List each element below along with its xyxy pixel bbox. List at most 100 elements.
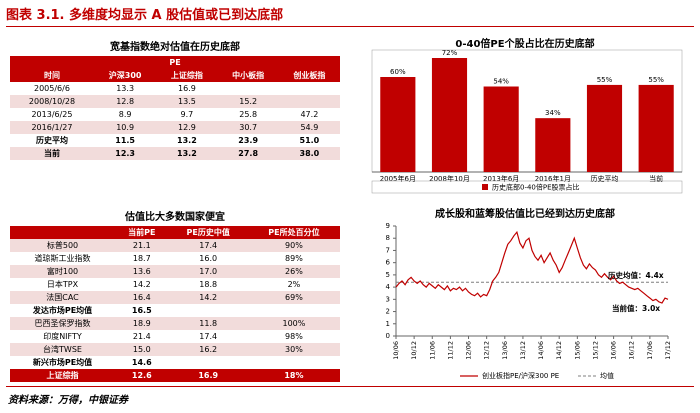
data-label: 34% — [545, 109, 561, 117]
x-tick-label: 16/06 — [610, 341, 618, 360]
table-cell: 13.2 — [177, 136, 197, 145]
table-cell: 11.5 — [115, 136, 135, 145]
line-series — [395, 230, 669, 304]
table: PE 时间 沪深300 上证综指 中小板指 创业板指 2005/6/6 13.3 16.9 200… — [10, 56, 340, 160]
table-cell — [10, 226, 115, 239]
table-cell: 54.9 — [278, 121, 340, 134]
x-tick-label: 2013年6月 — [483, 174, 519, 183]
table-title: 宽基指数绝对估值在历史底部 — [110, 42, 240, 53]
bar — [380, 77, 416, 172]
table-cell: 12.8 — [93, 95, 157, 108]
table-cell: 道琼斯工业指数 — [34, 254, 91, 263]
y-tick-label: 6 — [386, 259, 391, 267]
bar — [638, 84, 674, 172]
page-title: 图表 3.1. 多维度均显示 A 股估值或已到达底部 — [6, 8, 284, 23]
table-cell: 51.0 — [299, 136, 320, 145]
table-cell: 16.5 — [131, 306, 152, 315]
x-tick-label: 当前 — [649, 174, 663, 183]
table-cell: 印度NIFTY — [43, 332, 82, 341]
table-cell: 21.1 — [115, 239, 169, 252]
y-tick-label: 2 — [386, 308, 390, 316]
table-cell: 沪深300 — [93, 69, 157, 82]
table-cell: 30.7 — [217, 121, 279, 134]
table-cell: 上证综指 — [10, 369, 115, 382]
table-cell: 13.5 — [156, 95, 218, 108]
table-cell: 16.9 — [168, 369, 248, 382]
table-cell: 新兴市场PE均值 — [32, 358, 93, 367]
x-tick-label: 11/12 — [446, 341, 454, 360]
table-cell: 69% — [247, 291, 340, 304]
y-tick-label: 0 — [386, 332, 390, 340]
table-cell: 18.8 — [199, 280, 218, 289]
x-tick-label: 17/06 — [646, 341, 654, 360]
x-tick-label: 2005年6月 — [380, 174, 416, 183]
table-row: 时间 沪深300 上证综指 中小板指 创业板指 — [10, 69, 340, 82]
bar — [586, 84, 623, 172]
source: 资料来源：万得，中银证券 — [8, 395, 128, 406]
x-tick-label: 12/06 — [465, 341, 473, 360]
table-cell: PE所处百分位 — [247, 226, 340, 239]
table: 当前PE PE历史中值 PE所处百分位 标普500 21.1 17.4 90% 道琼斯工业指数… — [10, 226, 340, 382]
table-cell: 47.2 — [300, 110, 319, 119]
table-cell: 富时100 — [10, 265, 115, 278]
table-cell: 14.2 — [132, 280, 151, 289]
table-row: 2016/1/27 10.9 12.9 30.7 54.9 — [10, 121, 340, 134]
table-row: 法国CAC 16.4 14.2 69% — [10, 291, 340, 304]
y-tick-label: 3 — [386, 295, 390, 303]
data-label: 55% — [648, 76, 664, 84]
bar — [483, 86, 519, 172]
table-cell: 创业板指 — [278, 69, 340, 82]
annotation: 当前值：3.0x — [612, 303, 660, 313]
y-tick-label: 5 — [386, 271, 390, 279]
x-tick-label: 13/12 — [519, 341, 527, 360]
table-cell: 8.9 — [118, 110, 132, 119]
table-row: 印度NIFTY 21.4 17.4 98% — [10, 330, 340, 343]
table-cell: 26% — [247, 265, 340, 278]
table-cell: 14.6 — [131, 358, 152, 367]
legend-frame — [371, 180, 683, 194]
data-label: 55% — [597, 76, 613, 84]
table-cell: 当前 — [10, 147, 94, 160]
y-tick-label: 9 — [386, 222, 390, 230]
table-row: 上证综指 12.6 16.9 18% — [10, 369, 340, 382]
table-cell: 12.9 — [156, 121, 218, 134]
table-row: 历史平均 11.5 13.2 23.9 51.0 — [10, 134, 340, 147]
chart-title: 成长股和蓝筹股估值比已经到达历史底部 — [435, 207, 615, 220]
table-cell: 2008/10/28 — [10, 95, 94, 108]
data-label: 72% — [442, 49, 458, 57]
y-tick-label: 8 — [386, 234, 390, 242]
table-row: 富时100 13.6 17.0 26% — [10, 265, 340, 278]
table-row: 台湾TWSE 15.0 16.2 30% — [10, 343, 340, 356]
x-tick-label: 10/06 — [392, 341, 400, 360]
table-cell: 16.4 — [115, 291, 169, 304]
header-rule — [6, 26, 694, 27]
legend-swatch — [482, 184, 488, 190]
table-cell: 17.4 — [199, 332, 218, 341]
table-row: 当前PE PE历史中值 PE所处百分位 — [10, 226, 340, 239]
table-cell: 法国CAC — [10, 291, 115, 304]
table-cell: 17.0 — [168, 265, 248, 278]
table-row: 道琼斯工业指数 18.7 16.0 89% — [10, 252, 340, 265]
table-cell: 时间 — [10, 69, 94, 82]
table-cell: 89% — [285, 254, 303, 263]
table-cell: 13.2 — [156, 147, 218, 160]
table-cell: 巴西圣保罗指数 — [10, 317, 115, 330]
table-cell: 2005/6/6 — [34, 84, 70, 93]
table-cell: 上证综指 — [156, 69, 218, 82]
table-cell: 38.0 — [278, 147, 340, 160]
table-cell: 9.7 — [180, 110, 194, 119]
table-cell: 18.9 — [115, 317, 169, 330]
table-cell: 16.9 — [178, 84, 196, 93]
table-cell: 当前PE — [115, 226, 169, 239]
x-tick-label: 2008年10月 — [429, 174, 470, 183]
table-cell: 台湾TWSE — [10, 343, 115, 356]
x-tick-label: 15/06 — [573, 341, 581, 360]
plot-frame — [371, 49, 683, 173]
table-cell: 13.6 — [115, 265, 169, 278]
table-cell: 16.0 — [199, 254, 218, 263]
table-cell: 2% — [287, 280, 301, 289]
x-tick-label: 16/12 — [628, 341, 636, 360]
table-row: 当前 12.3 13.2 27.8 38.0 — [10, 147, 340, 160]
table-cell: 25.8 — [239, 110, 258, 119]
x-tick-label: 15/12 — [591, 341, 599, 360]
